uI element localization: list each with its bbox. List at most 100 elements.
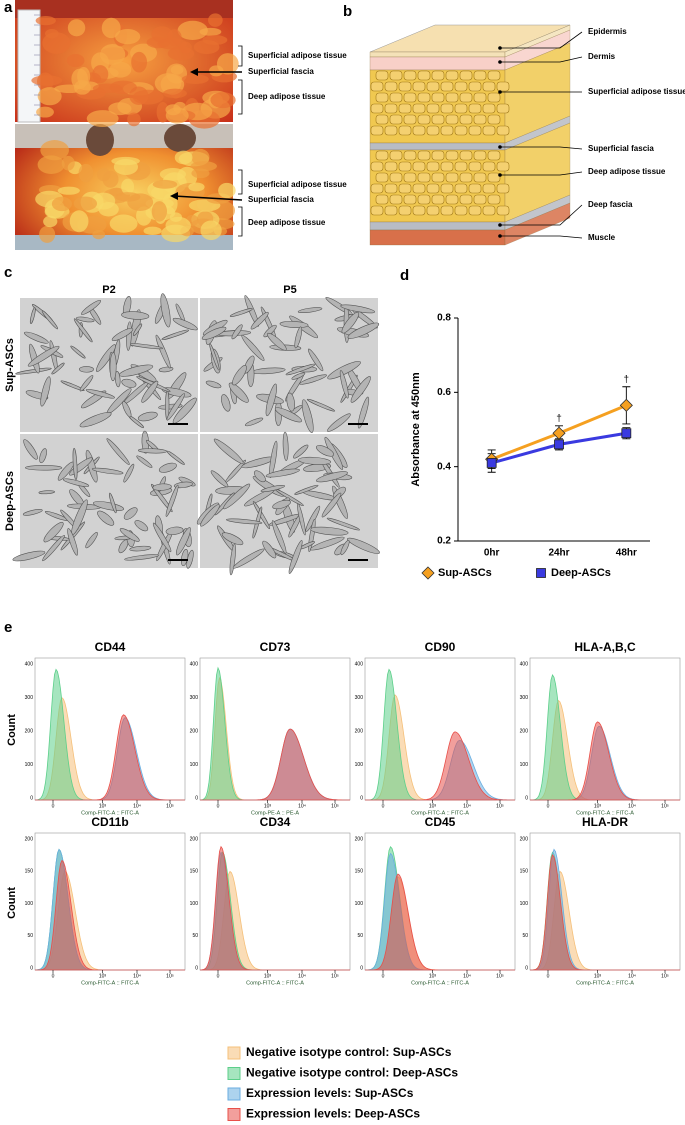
- x-tick-label: 0: [52, 973, 55, 979]
- y-tick-label: 50: [357, 933, 363, 939]
- fat-lobule: [98, 201, 119, 217]
- adipocyte: [454, 183, 468, 194]
- panel-label: e: [4, 619, 12, 636]
- cell: [286, 392, 295, 412]
- cell: [310, 526, 349, 536]
- x-tick-label: 10⁴: [628, 973, 636, 979]
- adipocyte: [412, 103, 426, 114]
- cell: [262, 540, 277, 559]
- y-tick-label: 100: [355, 901, 364, 907]
- cell: [265, 468, 300, 478]
- x-tick-label: 10⁵: [661, 973, 669, 979]
- x-tick-label: 10⁵: [166, 803, 174, 809]
- adipocyte: [445, 172, 459, 183]
- fat-lobule: [111, 156, 140, 166]
- leader-dot: [498, 223, 502, 227]
- adipocyte: [389, 194, 403, 205]
- fat-lobule: [43, 215, 58, 228]
- adipocyte: [496, 125, 510, 136]
- y-tick-label: 0: [525, 795, 528, 801]
- fat-lobule: [37, 87, 62, 106]
- histogram-title: CD11b: [91, 815, 128, 829]
- bracket: [238, 79, 243, 115]
- cell: [205, 380, 222, 389]
- adipocyte: [375, 194, 389, 205]
- cell: [96, 344, 116, 372]
- adipocyte: [375, 92, 389, 103]
- adipocyte: [473, 194, 487, 205]
- adipocyte: [417, 194, 431, 205]
- legend-label: Sup-ASCs: [438, 567, 492, 579]
- cell: [339, 370, 349, 399]
- adipocyte: [440, 81, 454, 92]
- cell: [172, 317, 198, 331]
- cell: [282, 431, 289, 461]
- cell: [241, 334, 265, 361]
- y-tick-label: 0.8: [437, 313, 451, 324]
- adipocyte: [482, 125, 496, 136]
- y-tick-label: 50: [192, 933, 198, 939]
- cell: [22, 509, 43, 516]
- y-tick-label: 100: [190, 762, 199, 768]
- y-tick-label: 0.2: [437, 536, 451, 547]
- x-tick-label: 24hr: [548, 548, 569, 559]
- adipocyte: [398, 125, 412, 136]
- adipocyte: [398, 205, 412, 216]
- adipocyte: [417, 92, 431, 103]
- adipocyte: [403, 150, 417, 161]
- cell: [209, 343, 220, 371]
- y-tick-label: 200: [520, 728, 529, 734]
- y-tick-label: 300: [355, 695, 364, 701]
- cell: [121, 311, 150, 320]
- adipocyte: [384, 81, 398, 92]
- x-axis-label: Comp-FITC-A :: FITC-A: [81, 980, 139, 986]
- cell: [133, 323, 143, 336]
- adipocyte: [496, 183, 510, 194]
- cell: [288, 540, 303, 574]
- cell: [294, 326, 303, 349]
- x-tick-label: 10⁴: [133, 973, 141, 979]
- y-tick-label: 300: [520, 695, 529, 701]
- cell: [97, 510, 115, 526]
- y-tick-label: 0: [195, 795, 198, 801]
- fat-lobule: [181, 74, 209, 85]
- cell: [152, 483, 172, 491]
- adipocyte: [459, 70, 473, 81]
- cell: [39, 448, 47, 464]
- layer-label: Superficial fascia: [588, 144, 654, 153]
- cell: [160, 293, 171, 328]
- cell: [226, 518, 263, 525]
- leader-dot: [498, 90, 502, 94]
- adipocyte: [468, 103, 482, 114]
- y-tick-label: 400: [355, 661, 364, 667]
- adipocyte: [389, 92, 403, 103]
- x-axis-label: Comp-FITC-A :: FITC-A: [411, 980, 469, 986]
- legend-swatch: [227, 1046, 241, 1060]
- cell: [70, 345, 86, 359]
- y-tick-label: 150: [355, 869, 364, 875]
- cell: [172, 397, 197, 424]
- y-tick-label: 100: [520, 901, 529, 907]
- fat-lobule: [165, 107, 189, 124]
- leader-line: [500, 235, 583, 239]
- point: [621, 428, 632, 439]
- cell: [294, 484, 319, 495]
- y-tick-label: 200: [25, 836, 34, 842]
- adipocyte: [459, 92, 473, 103]
- leader-line: [500, 31, 583, 49]
- y-tick-label: 100: [25, 901, 34, 907]
- adipocyte: [426, 161, 440, 172]
- fat-lobule: [216, 53, 239, 75]
- cell: [137, 448, 168, 454]
- cell: [210, 470, 229, 488]
- x-axis-label: Comp-FITC-A :: FITC-A: [576, 980, 634, 986]
- fat-lobule: [191, 168, 210, 179]
- adipocyte: [473, 92, 487, 103]
- cell: [244, 417, 264, 427]
- y-tick-label: 400: [520, 661, 529, 667]
- leader-dot: [498, 46, 502, 50]
- bracket: [238, 206, 243, 237]
- adipocyte: [398, 183, 412, 194]
- x-tick-label: 0: [547, 803, 550, 809]
- adipocyte: [412, 205, 426, 216]
